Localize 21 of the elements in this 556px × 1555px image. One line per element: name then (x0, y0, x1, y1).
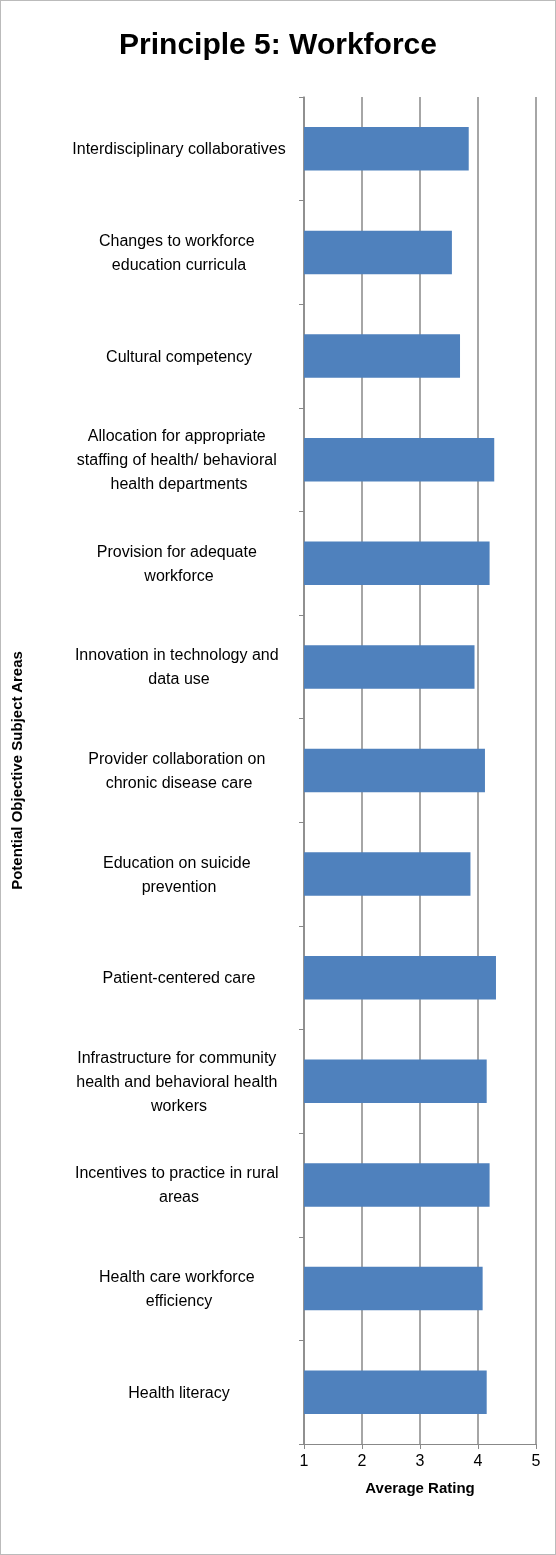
y-tick-label: Incentives to practice in rural areas (74, 1164, 284, 1206)
y-tick-label: Innovation in technology and data use (74, 646, 284, 688)
y-axis-title: Potential Objective Subject Areas (8, 651, 25, 890)
y-tick-label: Interdisciplinary collaboratives (72, 140, 286, 158)
x-tick-label: 4 (473, 1451, 483, 1469)
y-tick-label: Education on suicide prevention (102, 853, 256, 895)
y-tick-label: Patient-centered care (102, 969, 256, 987)
y-tick-label: Infrastructure for community health and behavioral health workers (76, 1048, 282, 1114)
y-tick-label: Cultural competency (106, 347, 252, 365)
y-tick-label: Health care workforce efficiency (98, 1268, 260, 1310)
y-tick-label: Health literacy (128, 1383, 230, 1401)
chart-title: Principle 5: Workforce (119, 26, 437, 60)
x-tick-label: 1 (299, 1451, 309, 1469)
y-tick-label: Provision for adequate workforce (96, 542, 262, 584)
x-tick-label: 3 (415, 1451, 425, 1469)
x-axis-title: Average Rating (365, 1479, 475, 1496)
x-tick-label: 2 (357, 1451, 367, 1469)
y-tick-label: Allocation for appropriate staffing of health/ behavioral health departments (76, 427, 282, 493)
x-tick-label: 5 (531, 1451, 541, 1469)
y-tick-label: Changes to workforce education curricula (98, 231, 260, 273)
y-tick-label: Provider collaboration on chronic disease care (88, 750, 270, 791)
